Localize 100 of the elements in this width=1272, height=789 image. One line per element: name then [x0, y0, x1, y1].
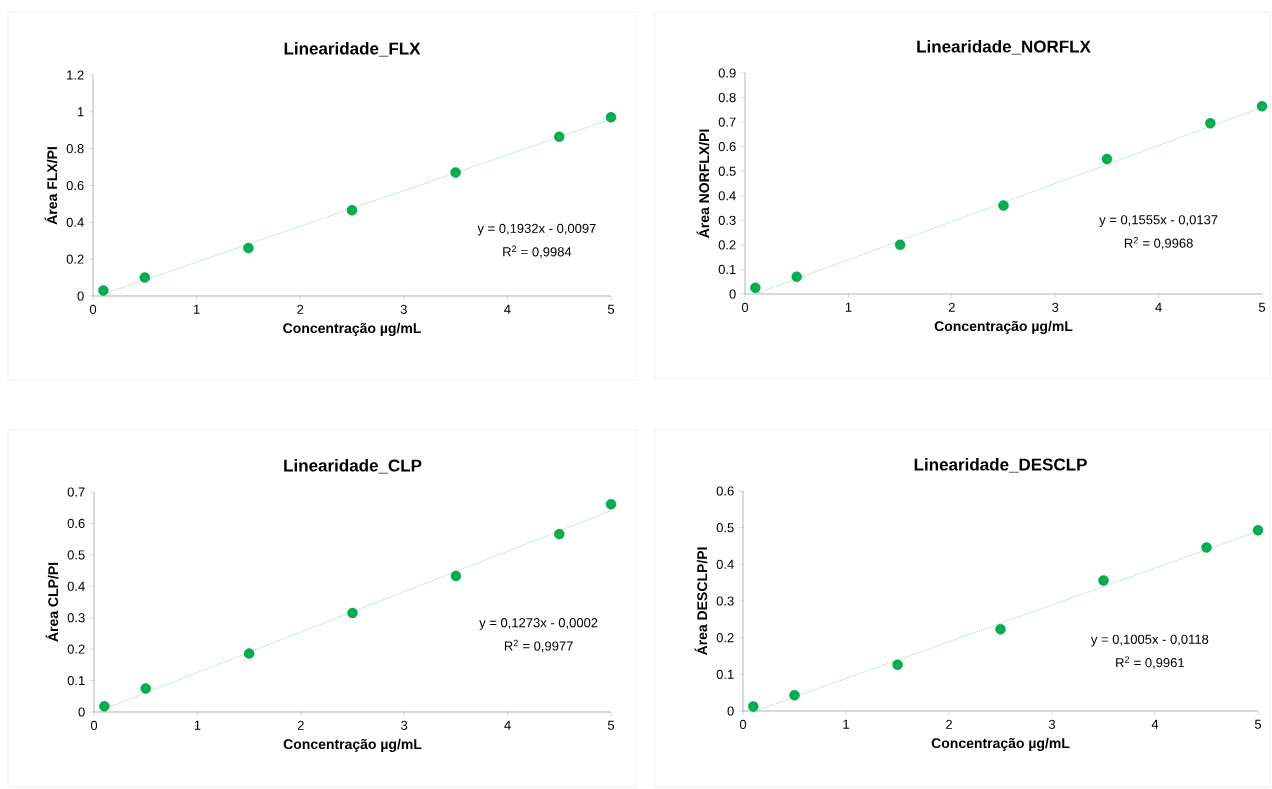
x-tick-label: 5	[607, 720, 615, 730]
x-tick-label: 2	[946, 719, 952, 729]
point	[894, 239, 906, 251]
y-tick-label: 0.8	[718, 92, 736, 103]
y-tick-label: 0.1	[718, 264, 736, 275]
x-tick-label: 5	[1258, 302, 1266, 312]
y-tick-label: 1	[77, 107, 84, 117]
y-tick-label: 1.2	[67, 70, 84, 80]
y-axis-title: Área FLX/PI	[44, 147, 58, 225]
x-tick-label: 2	[948, 302, 955, 312]
y-tick-label: 0.5	[67, 550, 85, 560]
y-tick-label: 0.7	[718, 117, 736, 127]
point	[140, 683, 151, 694]
x-tick-label: 5	[607, 304, 615, 314]
x-axis-title: Concentração µg/mL	[934, 320, 1073, 334]
point	[554, 131, 565, 142]
x-tick-label: 4	[1155, 302, 1162, 312]
point	[1256, 100, 1268, 112]
x-tick-label: 4	[504, 304, 511, 314]
x-tick-label: 3	[1048, 719, 1056, 729]
y-tick-label: 0.4	[718, 191, 736, 201]
y-tick-label: 0.8	[66, 144, 84, 154]
point	[554, 528, 565, 540]
point	[1201, 542, 1212, 553]
point	[750, 282, 761, 294]
y-tick-label: 0.4	[66, 217, 84, 227]
point	[605, 112, 617, 123]
x-tick-label: 1	[193, 304, 200, 314]
point	[995, 624, 1006, 635]
y-tick-label: 0.2	[66, 254, 84, 264]
chart-title: Linearidade_DESCLP	[914, 458, 1087, 473]
y-tick-label: 0.3	[67, 613, 85, 623]
x-tick-label: 3	[1052, 302, 1059, 312]
point	[789, 690, 800, 701]
x-tick-label: 3	[400, 304, 407, 314]
x-axis-title: Concentração µg/mL	[283, 322, 421, 336]
x-tick-label: 0	[89, 304, 97, 314]
point	[1252, 525, 1264, 536]
y-tick-label: 0.4	[67, 581, 85, 591]
y-tick-label: 0.6	[67, 518, 85, 529]
x-tick-label: 0	[741, 302, 749, 312]
y-tick-label: 0	[729, 289, 736, 299]
point	[892, 659, 903, 670]
annotation: R$^{2}$ = 0,9977	[504, 639, 573, 653]
x-tick-label: 4	[1151, 719, 1159, 729]
point	[450, 167, 461, 178]
y-tick-label: 0.1	[67, 675, 85, 686]
point	[139, 272, 151, 283]
x-tick-label: 1	[843, 719, 849, 729]
y-tick-label: 0.3	[716, 596, 734, 606]
x-tick-label: 4	[504, 720, 511, 730]
chart-title: Linearidade_CLP	[284, 459, 422, 474]
point	[605, 499, 617, 510]
x-tick-label: 1	[194, 720, 201, 730]
y-tick-label: 0	[77, 291, 84, 301]
y-tick-label: 0.6	[718, 142, 736, 152]
chart-title: Linearidade_FLX	[284, 42, 421, 57]
x-tick-label: 2	[297, 720, 304, 730]
y-axis-title: Área DESCLP/PI	[694, 547, 708, 656]
y-tick-label: 0	[78, 707, 85, 717]
annotation: R$^{2}$ = 0,9984	[503, 245, 572, 258]
annotation: R$^{2}$ = 0,9968	[1124, 236, 1193, 250]
annotation: y = 0,1005x - 0,0118	[1090, 634, 1209, 647]
point	[998, 200, 1009, 211]
y-tick-label: 0.1	[716, 669, 734, 679]
point	[98, 285, 109, 296]
y-tick-label: 0.5	[716, 523, 734, 533]
x-tick-label: 2	[297, 304, 304, 314]
point	[450, 570, 462, 582]
y-tick-label: 0.2	[716, 633, 734, 643]
annotation: R$^{2}$ = 0,9961	[1116, 656, 1184, 669]
y-tick-label: 0.2	[67, 644, 85, 654]
y-tick-label: 0.5	[718, 166, 736, 176]
y-tick-label: 0.4	[716, 559, 734, 569]
y-axis-title: Área NORFLX/PI	[696, 129, 710, 238]
point	[243, 648, 255, 659]
chart-title: Linearidade_NORFLX	[917, 40, 1091, 55]
point	[1101, 153, 1113, 165]
point	[347, 607, 358, 619]
point	[99, 701, 110, 712]
x-tick-label: 5	[1254, 719, 1262, 729]
x-tick-label: 3	[401, 720, 408, 730]
point	[748, 701, 759, 712]
y-tick-label: 0	[727, 706, 734, 716]
x-tick-label: 0	[739, 719, 747, 729]
x-axis-title: Concentração µg/mL	[283, 738, 422, 752]
y-tick-label: 0.6	[66, 180, 84, 191]
point	[346, 205, 358, 216]
y-tick-label: 0.3	[718, 215, 736, 225]
point	[1098, 575, 1109, 586]
y-tick-label: 0.2	[718, 240, 736, 250]
annotation: y = 0,1932x - 0,0097	[477, 223, 596, 236]
annotation: y = 0,1273x - 0,0002	[479, 618, 598, 630]
annotation: y = 0,1555x - 0,0137	[1099, 215, 1218, 227]
x-axis-title: Concentração µg/mL	[931, 737, 1070, 751]
point	[1205, 118, 1216, 129]
y-axis-title: Área CLP/PI	[45, 562, 59, 642]
point	[243, 242, 254, 254]
y-tick-label: 0.7	[67, 487, 85, 497]
point	[791, 271, 802, 282]
